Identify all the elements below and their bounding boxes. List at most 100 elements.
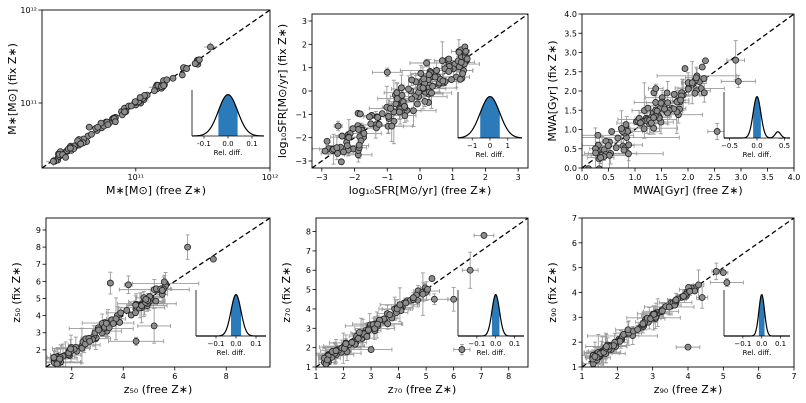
data-point bbox=[455, 48, 463, 56]
data-point bbox=[602, 343, 610, 350]
y-tick-label: 6 bbox=[306, 266, 311, 275]
data-point bbox=[354, 335, 362, 342]
data-point bbox=[209, 255, 217, 263]
y-axis-label: M∗[M⊙] (fix Z∗) bbox=[6, 43, 19, 135]
data-point bbox=[719, 269, 727, 277]
x-tick-label: 1.0 bbox=[629, 173, 642, 182]
y-tick-label: 2 bbox=[572, 338, 577, 347]
y-tick-label: 4 bbox=[572, 289, 577, 298]
ticks: −3 −2 −1 0 1 2 3 −3 −2 −1 0 1 2 3 bbox=[295, 17, 521, 182]
data-point bbox=[698, 294, 706, 301]
x-tick-label: 0.0 bbox=[576, 173, 589, 182]
y-tick-label: 3 bbox=[302, 17, 307, 26]
data-point bbox=[424, 285, 431, 293]
inset-shaded-region bbox=[753, 96, 761, 138]
data-point bbox=[123, 306, 131, 314]
points bbox=[50, 243, 217, 367]
x-tick-label: 2 bbox=[615, 372, 620, 381]
data-point bbox=[363, 333, 371, 340]
y-tick-label: 7 bbox=[306, 247, 311, 256]
inset-tick-label: 0.0 bbox=[756, 340, 767, 348]
data-point bbox=[111, 118, 119, 126]
y-tick-label: 1 bbox=[306, 363, 311, 372]
data-point bbox=[663, 89, 671, 97]
data-point bbox=[195, 56, 203, 64]
data-point bbox=[732, 56, 740, 64]
inset-tick-label: −1 bbox=[467, 142, 477, 150]
ticks: 2 4 6 8 2 3 4 5 6 7 8 9 bbox=[36, 226, 229, 381]
y-tick-label: 7 bbox=[36, 260, 41, 269]
x-axis-label: z₉₀ (free Z∗) bbox=[654, 383, 723, 396]
data-point bbox=[430, 295, 438, 303]
data-point bbox=[423, 59, 430, 67]
data-point bbox=[387, 104, 394, 112]
panel-sfr: −3 −2 −1 0 1 2 3 −3 −2 −1 0 1 2 3 log₁₀SFR[M⊙/yr] (fre… bbox=[276, 13, 529, 197]
y-tick-label: 5 bbox=[572, 264, 577, 273]
x-tick-label: 6 bbox=[756, 372, 761, 381]
data-point bbox=[624, 326, 632, 334]
data-point bbox=[723, 279, 731, 286]
inset-kde-curve bbox=[457, 95, 523, 139]
data-point bbox=[677, 96, 684, 104]
y-axis-label: MWA[Gyr] (fix Z∗) bbox=[546, 40, 559, 141]
data-point bbox=[402, 299, 410, 307]
data-point bbox=[354, 126, 362, 133]
y-tick-label: 1.5 bbox=[564, 106, 577, 115]
x-axis-label: MWA[Gyr] (free Z∗) bbox=[633, 184, 742, 197]
data-point bbox=[466, 266, 474, 274]
data-point bbox=[191, 60, 199, 67]
y-tick-label: 2.0 bbox=[564, 87, 577, 96]
data-point bbox=[684, 85, 692, 93]
plot-area bbox=[582, 14, 794, 168]
inset-tick-label: 0.0 bbox=[751, 142, 762, 150]
data-point bbox=[688, 79, 696, 87]
x-tick-label: 6 bbox=[172, 372, 177, 381]
y-tick-label: 7 bbox=[572, 214, 577, 223]
data-point bbox=[458, 346, 466, 353]
data-point bbox=[324, 356, 331, 364]
data-point bbox=[409, 294, 417, 302]
x-tick-label: 4 bbox=[396, 372, 401, 381]
data-point bbox=[664, 99, 672, 107]
inset-tick-label: −0.1 bbox=[734, 340, 751, 348]
data-point bbox=[650, 114, 657, 121]
plot-area bbox=[316, 218, 528, 367]
y-tick-label: 0.5 bbox=[564, 145, 577, 154]
axes-frame bbox=[45, 217, 271, 368]
y-axis-label: z₇₀ (fix Z∗) bbox=[280, 262, 293, 322]
x-tick-label: 7 bbox=[479, 372, 484, 381]
data-point bbox=[480, 232, 488, 239]
data-point bbox=[338, 132, 346, 140]
data-point bbox=[104, 121, 112, 129]
data-point bbox=[343, 142, 351, 149]
x-tick-label: 10¹¹ bbox=[128, 173, 145, 182]
data-point bbox=[334, 122, 342, 130]
inset-tick-label: 0.1 bbox=[246, 140, 257, 148]
data-point bbox=[132, 337, 140, 345]
data-point bbox=[604, 142, 612, 149]
inset-tick-label: 1 bbox=[506, 142, 510, 150]
data-point bbox=[124, 281, 132, 289]
inset-label: Rel. diff. bbox=[214, 149, 243, 157]
data-point bbox=[681, 65, 689, 72]
x-axis-label: z₇₀ (free Z∗) bbox=[388, 383, 457, 396]
data-point bbox=[658, 307, 666, 315]
x-tick-label: −2 bbox=[349, 173, 361, 182]
x-tick-label: 1 bbox=[313, 372, 318, 381]
points bbox=[320, 232, 488, 367]
data-point bbox=[428, 89, 435, 97]
data-point bbox=[375, 121, 383, 128]
data-point bbox=[622, 121, 630, 128]
x-tick-label: 5 bbox=[424, 372, 429, 381]
data-point bbox=[591, 353, 599, 360]
data-point bbox=[345, 134, 353, 141]
data-point bbox=[401, 102, 408, 110]
data-point bbox=[410, 107, 417, 115]
data-point bbox=[608, 128, 616, 135]
data-point bbox=[657, 99, 665, 107]
data-point bbox=[50, 354, 58, 361]
x-tick-label: 0 bbox=[417, 173, 422, 182]
